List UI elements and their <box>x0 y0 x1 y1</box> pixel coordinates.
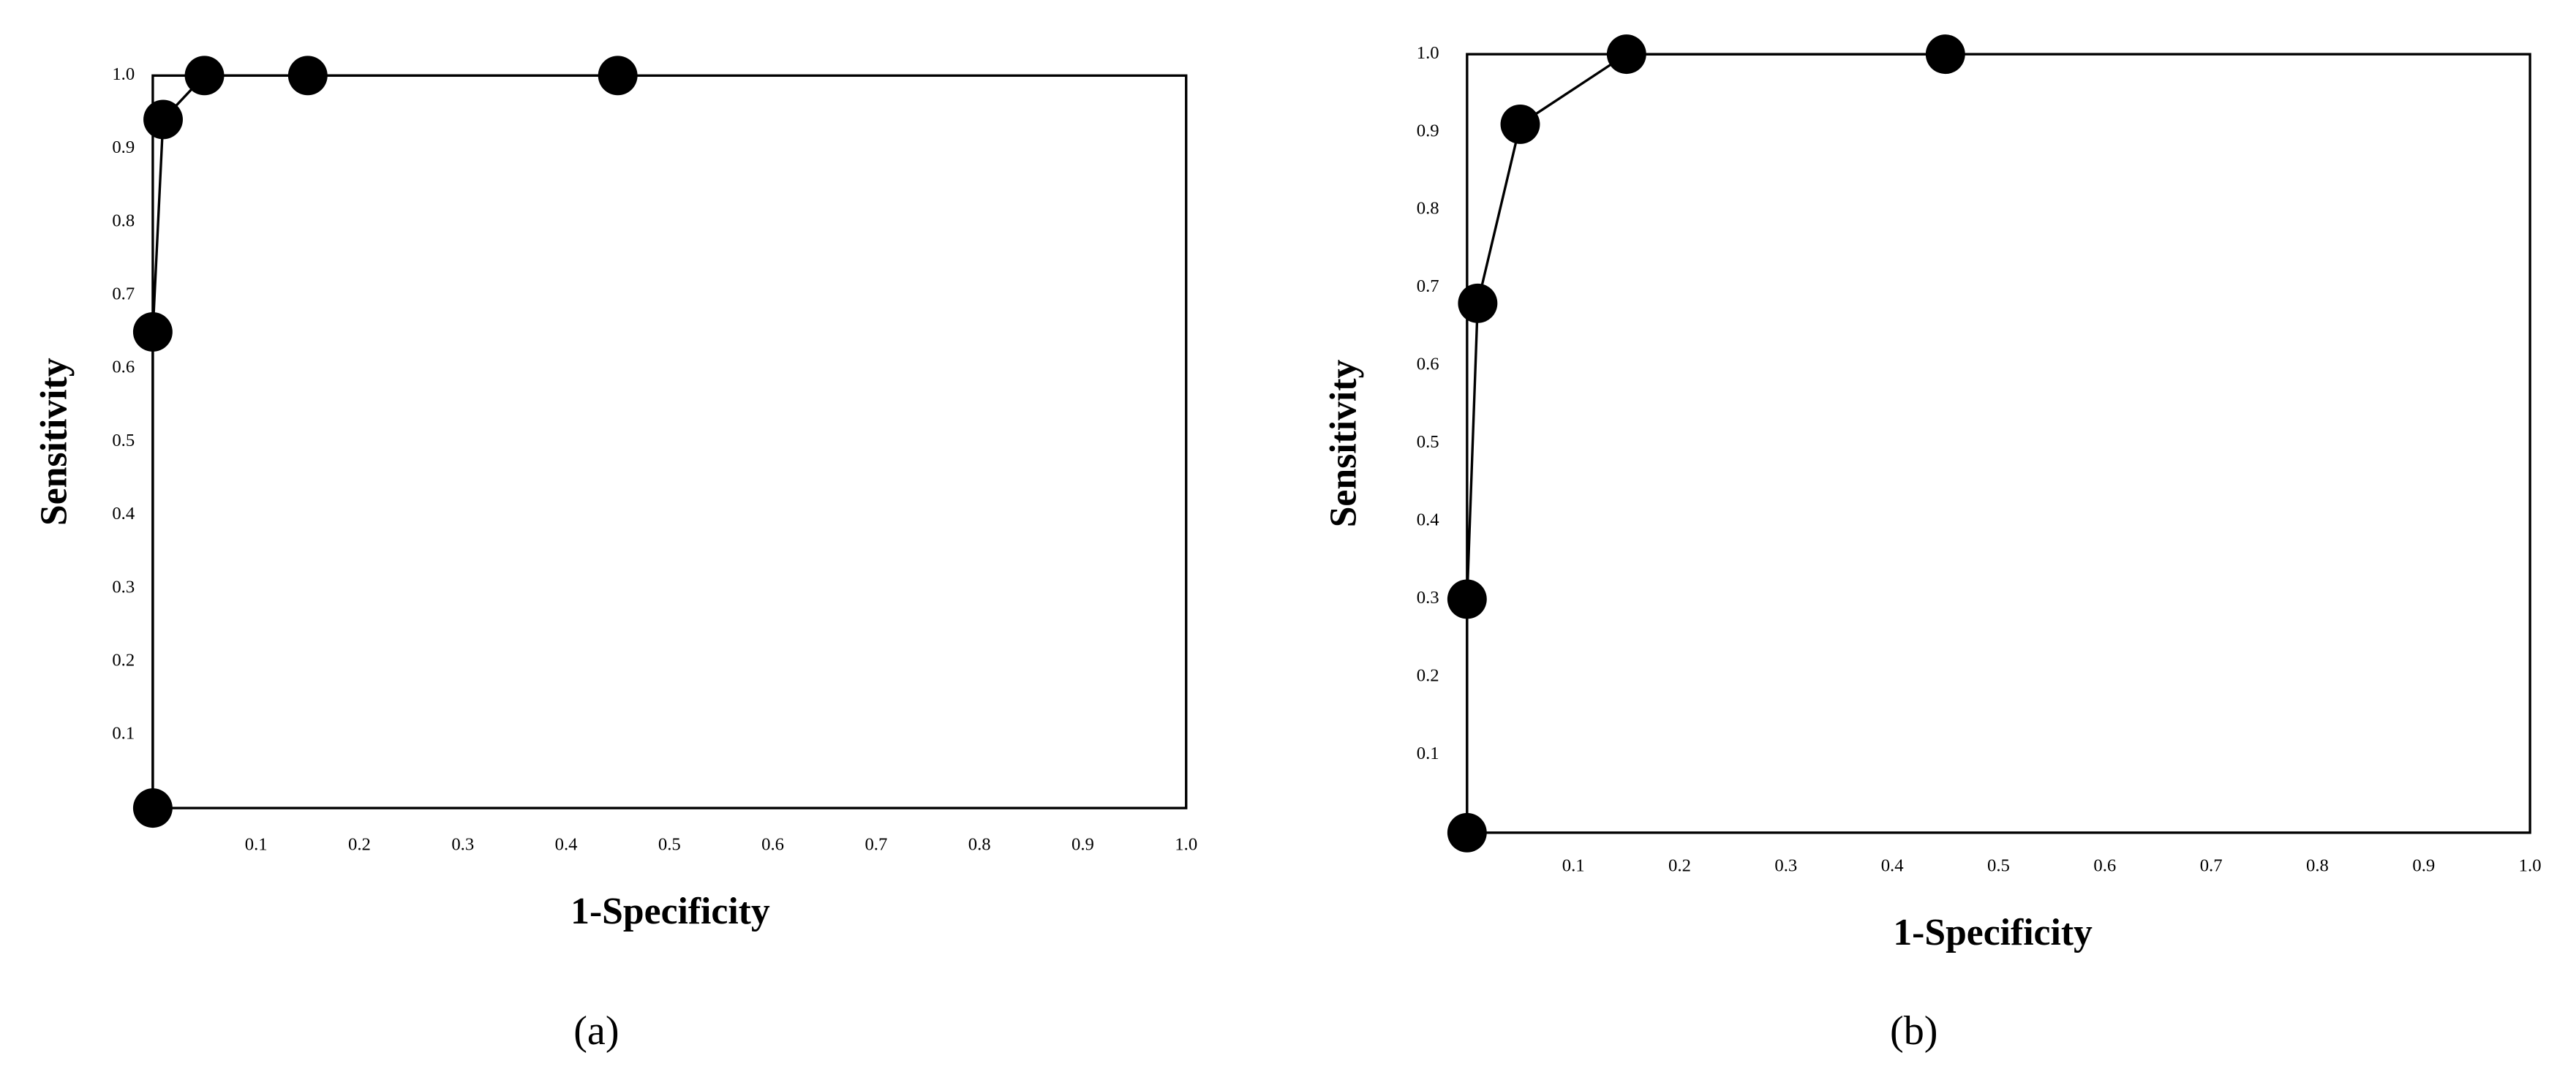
y-tick-label: 1.0 <box>1417 43 1439 63</box>
y-tick-label: 0.4 <box>112 504 135 524</box>
y-tick-label: 0.8 <box>112 211 135 230</box>
x-tick-label: 0.6 <box>2093 856 2116 876</box>
y-tick-label: 0.6 <box>1417 355 1439 374</box>
x-tick-label: 0.6 <box>761 834 784 854</box>
y-tick-label: 0.1 <box>112 724 135 744</box>
x-tick-label: 0.8 <box>2306 856 2329 876</box>
plot-frame <box>151 74 1188 809</box>
roc-line <box>151 74 618 809</box>
x-tick-label: 0.3 <box>1774 856 1797 876</box>
y-tick-label: 0.3 <box>112 577 135 597</box>
x-tick-label: 1.0 <box>1175 834 1197 854</box>
point <box>132 312 173 352</box>
x-tick-label: 0.7 <box>2200 856 2223 876</box>
roc-line <box>1466 53 1946 833</box>
x-tick-label: 0.2 <box>1668 856 1691 876</box>
y-tick-label: 0.2 <box>112 650 135 670</box>
plot-frame <box>1466 53 2531 834</box>
caption: (a) <box>573 1008 619 1054</box>
y-tick-label: 0.3 <box>1417 588 1439 608</box>
x-tick-label: 0.1 <box>245 834 268 854</box>
point <box>1447 579 1487 619</box>
y-tick-label: 0.9 <box>112 137 135 157</box>
point <box>1458 283 1498 323</box>
y-tick-label: 0.7 <box>112 284 135 304</box>
point <box>1606 34 1646 75</box>
point <box>287 56 328 96</box>
y-axis-label: Sensitivity <box>33 358 75 526</box>
x-tick-label: 0.7 <box>865 834 887 854</box>
x-tick-label: 1.0 <box>2519 856 2542 876</box>
x-tick-label: 0.3 <box>451 834 474 854</box>
y-tick-label: 0.1 <box>1417 744 1439 763</box>
x-tick-label: 0.4 <box>555 834 578 854</box>
x-tick-label: 0.9 <box>1072 834 1094 854</box>
y-tick-label: 1.0 <box>112 64 135 84</box>
y-tick-label: 0.8 <box>1417 199 1439 219</box>
x-tick-label: 0.1 <box>1562 856 1585 876</box>
y-tick-label: 0.2 <box>1417 666 1439 686</box>
x-tick-label: 0.4 <box>1881 856 1904 876</box>
x-tick-label: 0.9 <box>2412 856 2435 876</box>
point <box>132 788 173 828</box>
point <box>143 99 183 140</box>
y-tick-label: 0.6 <box>112 358 135 377</box>
x-tick-label: 0.8 <box>968 834 991 854</box>
x-axis-label: 1-Specificity <box>570 891 770 932</box>
chart: 0.1 0.2 0.3 0.4 0.5 0.6 0.7 0.8 0.9 1.0 0.1 0.2 0.3 0… <box>33 56 1197 1054</box>
y-tick-label: 0.9 <box>1417 121 1439 140</box>
x-tick-label: 0.5 <box>1987 856 2010 876</box>
chart: 0.1 0.2 0.3 0.4 0.5 0.6 0.7 0.8 0.9 1.0 0.1 0.2 0.3 0… <box>1323 34 2542 1054</box>
y-tick-label: 0.5 <box>1417 432 1439 452</box>
x-tick-label: 0.2 <box>348 834 371 854</box>
point <box>1447 812 1487 853</box>
caption: (b) <box>1890 1008 1937 1054</box>
x-axis-label: 1-Specificity <box>1893 912 2093 953</box>
point <box>598 56 638 96</box>
y-axis-label: Sensitivity <box>1323 360 1365 528</box>
y-tick-label: 0.4 <box>1417 510 1439 530</box>
y-tick-label: 0.7 <box>1417 276 1439 296</box>
point <box>1500 105 1540 144</box>
x-tick-label: 0.5 <box>658 834 681 854</box>
y-tick-label: 0.5 <box>112 431 135 450</box>
point <box>1925 34 1965 75</box>
point <box>184 56 225 96</box>
